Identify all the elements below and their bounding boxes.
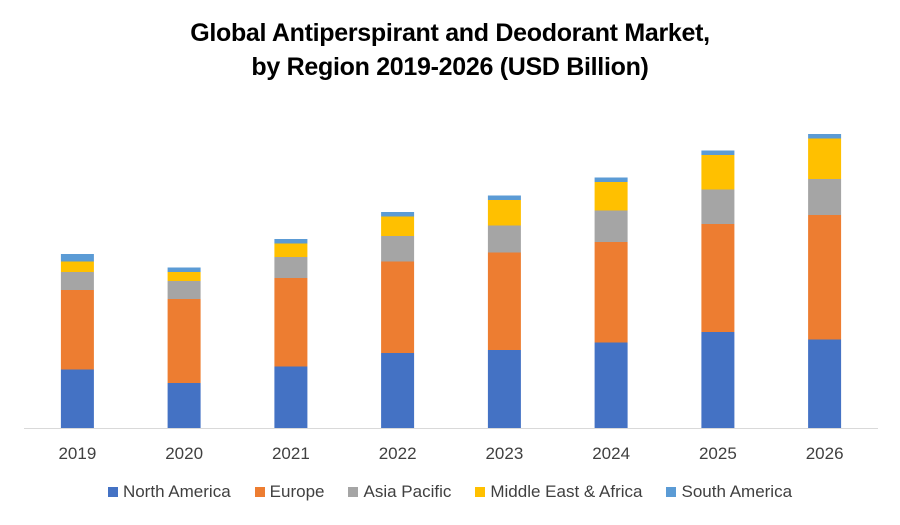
chart-title-line-1: Global Antiperspirant and Deodorant Mark…: [190, 19, 710, 47]
bar-segment-north-america-2026: [808, 339, 842, 428]
x-tick-label: 2024: [592, 444, 630, 463]
legend-swatch: [107, 487, 118, 497]
bar-segment-north-america-2023: [487, 350, 521, 428]
bar-segment-south-america-2020: [167, 267, 201, 272]
x-tick-label: 2026: [806, 444, 844, 463]
bar-segment-europe-2023: [487, 252, 521, 350]
x-tick-label: 2022: [379, 444, 417, 463]
legend-item: North America: [107, 482, 231, 502]
bar-segment-north-america-2021: [274, 366, 308, 428]
bar-segment-asia-pacific-2022: [381, 236, 415, 262]
bar-segment-middle-east-africa-2025: [701, 155, 735, 190]
legend-item: Middle East & Africa: [475, 482, 642, 502]
bar-segment-europe-2024: [594, 242, 628, 343]
legend-label: Europe: [269, 482, 325, 501]
legend-item: Asia Pacific: [348, 482, 451, 502]
legend-item: Europe: [254, 482, 325, 502]
x-tick-label: 2025: [699, 444, 737, 463]
bar-segment-asia-pacific-2021: [274, 257, 308, 278]
bar-segment-north-america-2019: [60, 369, 94, 428]
x-tick-label: 2019: [58, 444, 96, 463]
bar-segment-north-america-2025: [701, 332, 735, 428]
legend-label: Middle East & Africa: [490, 482, 643, 501]
bar-segment-asia-pacific-2026: [808, 179, 842, 215]
bar-segment-asia-pacific-2024: [594, 210, 628, 242]
bar-segment-middle-east-africa-2023: [487, 200, 521, 226]
bar-segment-europe-2019: [60, 290, 94, 370]
bar-segment-europe-2020: [167, 299, 201, 383]
legend-swatch: [348, 487, 359, 497]
bar-segment-europe-2021: [274, 278, 308, 367]
bar-segment-north-america-2020: [167, 383, 201, 428]
bar-segment-middle-east-africa-2022: [381, 216, 415, 236]
legend: North America Europe Asia Pacific Middle Ea…: [0, 482, 900, 502]
x-tick-label: 2021: [272, 444, 310, 463]
bar-segment-north-america-2024: [594, 342, 628, 428]
bar-segment-asia-pacific-2023: [487, 225, 521, 253]
legend-item: South America: [666, 482, 792, 502]
bar-segment-north-america-2022: [381, 353, 415, 428]
x-tick-label: 2020: [165, 444, 203, 463]
bar-segment-asia-pacific-2020: [167, 281, 201, 299]
bar-segment-south-america-2021: [274, 239, 308, 244]
bar-segment-south-america-2024: [594, 177, 628, 182]
bar-segment-middle-east-africa-2019: [60, 261, 94, 272]
bar-segment-south-america-2019: [60, 254, 94, 262]
legend-swatch: [254, 487, 265, 497]
legend-label: Asia Pacific: [363, 482, 452, 501]
bar-segment-south-america-2025: [701, 150, 735, 155]
legend-label: North America: [122, 482, 231, 501]
bar-segment-middle-east-africa-2020: [167, 272, 201, 281]
bar-segment-south-america-2023: [487, 195, 521, 200]
bar-segment-south-america-2026: [808, 134, 842, 139]
bar-segment-asia-pacific-2025: [701, 189, 735, 224]
stacked-bar-chart: 2019 2020 2021 2022 2023 2024 2025 2026: [24, 134, 878, 463]
bar-segment-south-america-2022: [381, 212, 415, 217]
bar-segment-middle-east-africa-2021: [274, 243, 308, 257]
legend-swatch: [666, 487, 677, 497]
legend-swatch: [475, 487, 486, 497]
chart-title: Global Antiperspirant and Deodorant Mark…: [0, 16, 900, 84]
bar-segment-europe-2026: [808, 215, 842, 340]
legend-label: South America: [681, 482, 793, 501]
bar-segment-asia-pacific-2019: [60, 272, 94, 290]
chart-title-line-2: by Region 2019-2026 (USD Billion): [251, 53, 649, 81]
bar-segment-middle-east-africa-2026: [808, 138, 842, 179]
bar-segment-europe-2022: [381, 261, 415, 353]
x-tick-label: 2023: [485, 444, 523, 463]
bar-segment-middle-east-africa-2024: [594, 182, 628, 211]
bar-segment-europe-2025: [701, 224, 735, 332]
